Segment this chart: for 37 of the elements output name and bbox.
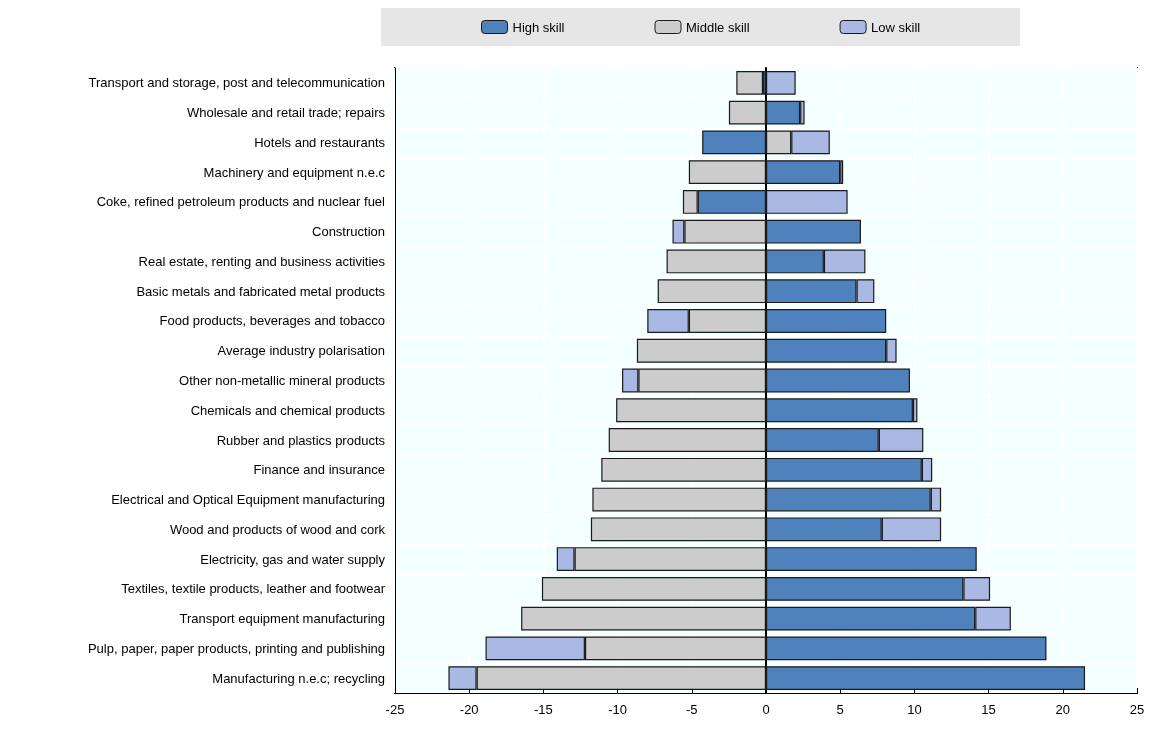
y-tick-label: Transport equipment manufacturing [179,611,385,627]
legend-label: Middle skill [686,19,750,35]
y-tick-label: Construction [312,224,385,240]
y-tick-label: Wholesale and retail trade; repairs [187,105,386,121]
x-tick-label: -25 [385,702,405,717]
x-tick-label: -20 [459,702,479,717]
y-tick-label: Textiles, textile products, leather and footwear [121,581,386,597]
y-tick-label: Basic metals and fabricated metal products [136,283,386,299]
bar [736,70,764,95]
y-tick-label: Hotels and restaurants [254,134,386,150]
x-tick-label: -10 [608,702,627,717]
y-tick-label: Electricity, gas and water supply [200,551,386,567]
legend-label: High skill [512,19,565,35]
x-tick-label: -5 [686,702,698,717]
y-tick-label: Electrical and Optical Equipment manufacturing [111,492,385,508]
y-tick-label: Transport and storage, post and telecommunication [88,75,385,91]
x-tick-label: 0 [762,702,770,717]
x-tick-label: 25 [1129,702,1145,717]
y-tick-label: Real estate, renting and business activities [138,253,386,269]
y-tick-label: Chemicals and chemical products [190,402,386,418]
bar [766,70,796,95]
y-tick-label: Average industry polarisation [217,343,385,359]
x-tick-label: 10 [907,702,922,717]
x-tick-label: 5 [836,702,844,717]
legend-label: Low skill [871,19,921,35]
x-tick-label: 15 [981,702,996,717]
y-tick-label: Food products, beverages and tobacco [159,313,385,329]
y-tick-label: Rubber and plastics products [216,432,386,448]
x-tick-label: -15 [534,702,553,717]
y-tick-label: Other non-metallic mineral products [179,373,386,388]
y-tick-label: Pulp, paper, paper products, printing and publishing [87,640,385,656]
y-tick-label: Manufacturing n.e.c; recycling [212,670,385,686]
y-tick-label: Machinery and equipment n.e.c [203,164,386,180]
y-tick-label: Finance and insurance [253,462,385,478]
y-tick-label: Coke, refined petroleum products and nuclear fuel [96,194,386,210]
x-tick-label: 20 [1055,702,1071,717]
y-tick-label: Wood and products of wood and cork [169,521,386,537]
